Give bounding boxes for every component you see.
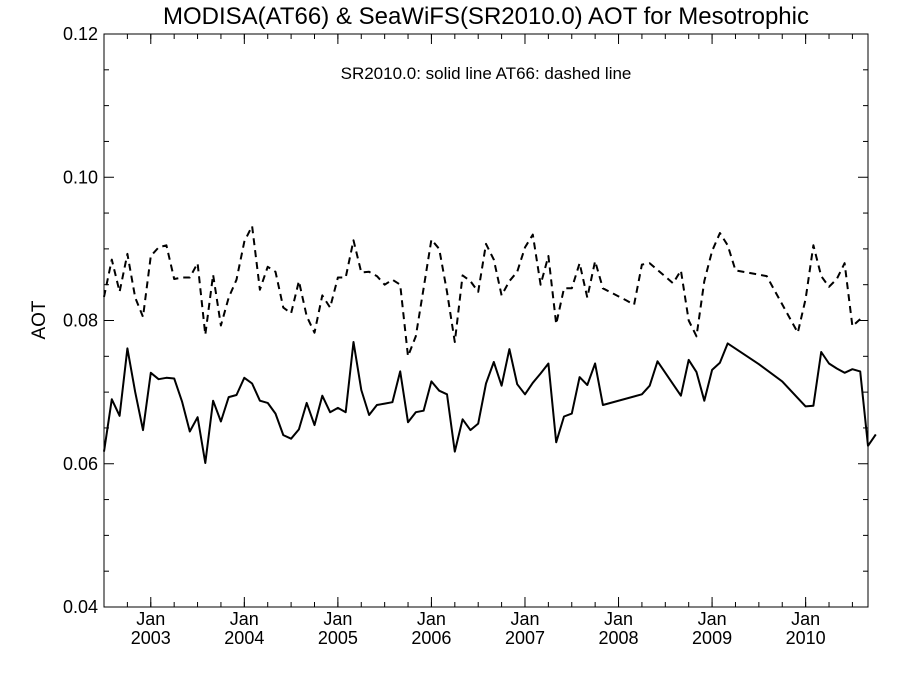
x-tick-month-label: Jan	[136, 609, 165, 629]
x-tick-month-label: Jan	[698, 609, 727, 629]
x-tick-month-label: Jan	[230, 609, 259, 629]
x-tick-month-label: Jan	[323, 609, 352, 629]
series-line-sr2010-0	[103, 341, 877, 464]
chart-annotation: SR2010.0: solid line AT66: dashed line	[341, 64, 632, 83]
y-tick-label: 0.06	[63, 454, 98, 474]
y-axis-label: AOT	[29, 300, 50, 339]
y-tick-label: 0.12	[63, 24, 98, 44]
x-tick-year-label: 2008	[599, 628, 639, 648]
x-tick-year-label: 2006	[411, 628, 451, 648]
x-tick-year-label: 2009	[692, 628, 732, 648]
x-tick-year-label: 2004	[224, 628, 264, 648]
x-tick-month-label: Jan	[604, 609, 633, 629]
x-tick-month-label: Jan	[791, 609, 820, 629]
plot-frame	[103, 33, 869, 608]
y-tick-label: 0.08	[63, 311, 98, 331]
y-tick-label: 0.10	[63, 167, 98, 187]
x-tick-month-label: Jan	[510, 609, 539, 629]
x-tick-year-label: 2007	[505, 628, 545, 648]
x-tick-year-label: 2005	[318, 628, 358, 648]
y-tick-label: 0.04	[63, 597, 98, 617]
x-tick-month-label: Jan	[417, 609, 446, 629]
chart-title: MODISA(AT66) & SeaWiFS(SR2010.0) AOT for…	[163, 3, 809, 30]
x-tick-year-label: 2003	[131, 628, 171, 648]
x-tick-year-label: 2010	[786, 628, 826, 648]
series-line-at66	[103, 225, 861, 358]
